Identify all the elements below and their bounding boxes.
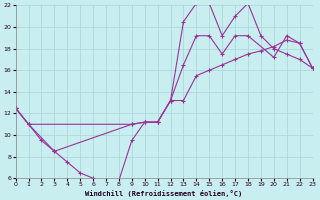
X-axis label: Windchill (Refroidissement éolien,°C): Windchill (Refroidissement éolien,°C) [85, 190, 243, 197]
